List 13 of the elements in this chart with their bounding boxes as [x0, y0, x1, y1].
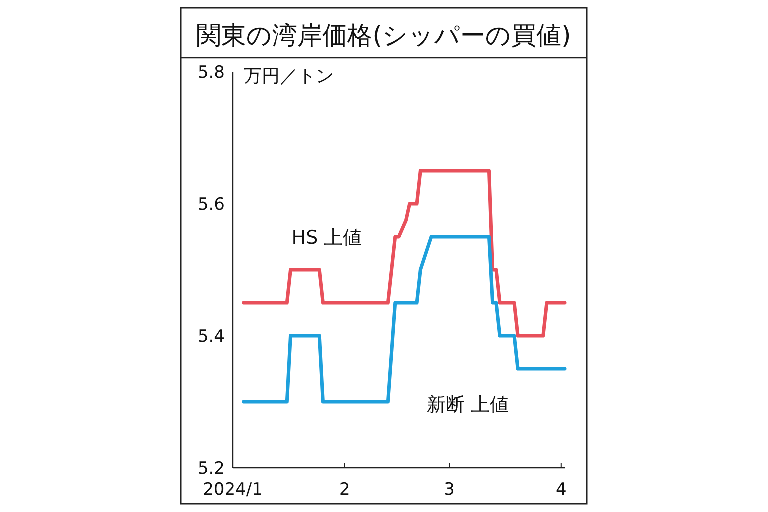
- series-label: HS 上値: [292, 227, 362, 249]
- y-axis-title: 万円／トン: [244, 66, 334, 87]
- y-tick-label: 5.4: [198, 327, 225, 347]
- chart-title: 関東の湾岸価格(シッパーの買値): [196, 21, 572, 50]
- x-tick-label: 4: [556, 480, 567, 500]
- line-series: [242, 169, 567, 338]
- series-label: 新断 上値: [426, 394, 510, 416]
- x-tick-label: 2: [339, 480, 350, 500]
- y-tick-label: 5.2: [198, 459, 225, 479]
- y-tick-label: 5.6: [198, 195, 225, 215]
- x-tick-label: 2024/1: [203, 480, 263, 500]
- x-tick-label: 3: [444, 480, 455, 500]
- y-tick-label: 5.8: [198, 63, 225, 83]
